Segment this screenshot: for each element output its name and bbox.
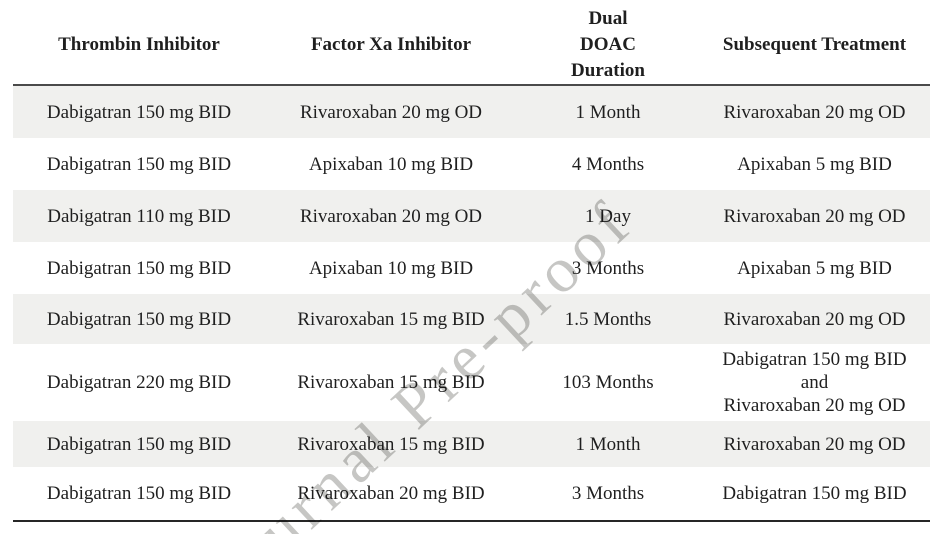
- cell-subsequent-treatment: Apixaban 5 mg BID: [737, 257, 892, 279]
- table-row: Dabigatran 150 mg BID Apixaban 10 mg BID…: [13, 138, 930, 190]
- table-body: Dabigatran 150 mg BID Rivaroxaban 20 mg …: [13, 85, 930, 522]
- cell-dual-doac-duration: 1 Day: [517, 190, 699, 242]
- cell-subsequent-treatment: Dabigatran 150 mg BID and Rivaroxaban 20…: [722, 349, 907, 416]
- table-header: Thrombin Inhibitor Factor Xa Inhibitor D…: [13, 6, 930, 86]
- cell-dual-doac-duration: 4 Months: [571, 153, 645, 175]
- table-row: Dabigatran 150 mg BID Rivaroxaban 20 mg …: [13, 467, 930, 522]
- column-header-thrombin-inhibitor: Thrombin Inhibitor: [13, 6, 265, 86]
- cell-subsequent-treatment: Rivaroxaban 20 mg OD: [699, 190, 930, 242]
- cell-factor-xa-inhibitor: Apixaban 10 mg BID: [308, 153, 474, 175]
- cell-thrombin-inhibitor: Dabigatran 150 mg BID: [46, 257, 232, 279]
- header-row: Thrombin Inhibitor Factor Xa Inhibitor D…: [13, 6, 930, 86]
- cell-factor-xa-inhibitor: Rivaroxaban 15 mg BID: [265, 421, 517, 467]
- cell-dual-doac-duration: 3 Months: [517, 467, 699, 522]
- cell-thrombin-inhibitor: Dabigatran 150 mg BID: [13, 467, 265, 522]
- cell-dual-doac-duration: 1 Month: [517, 85, 699, 138]
- cell-dual-doac-duration: 3 Months: [571, 257, 645, 279]
- column-header-dual-doac-duration: Dual DOAC Duration: [517, 6, 699, 86]
- cell-thrombin-inhibitor: Dabigatran 150 mg BID: [13, 85, 265, 138]
- cell-thrombin-inhibitor: Dabigatran 150 mg BID: [46, 153, 232, 175]
- cell-factor-xa-inhibitor: Rivaroxaban 20 mg BID: [265, 467, 517, 522]
- doac-treatment-table: Thrombin Inhibitor Factor Xa Inhibitor D…: [13, 6, 930, 522]
- cell-thrombin-inhibitor: Dabigatran 150 mg BID: [13, 294, 265, 344]
- table-row: Dabigatran 150 mg BID Apixaban 10 mg BID…: [13, 242, 930, 294]
- table-row: Dabigatran 110 mg BID Rivaroxaban 20 mg …: [13, 190, 930, 242]
- cell-factor-xa-inhibitor: Rivaroxaban 15 mg BID: [297, 372, 485, 393]
- column-header-subsequent-treatment: Subsequent Treatment: [699, 6, 930, 86]
- cell-dual-doac-duration: 103 Months: [562, 372, 654, 393]
- cell-thrombin-inhibitor: Dabigatran 110 mg BID: [13, 190, 265, 242]
- cell-thrombin-inhibitor: Dabigatran 150 mg BID: [13, 421, 265, 467]
- cell-subsequent-treatment: Rivaroxaban 20 mg OD: [699, 294, 930, 344]
- column-header-factor-xa-inhibitor: Factor Xa Inhibitor: [265, 6, 517, 86]
- cell-dual-doac-duration: 1.5 Months: [517, 294, 699, 344]
- cell-thrombin-inhibitor: Dabigatran 220 mg BID: [46, 372, 232, 393]
- cell-factor-xa-inhibitor: Apixaban 10 mg BID: [308, 257, 474, 279]
- table-row: Dabigatran 150 mg BID Rivaroxaban 15 mg …: [13, 294, 930, 344]
- table-row: Dabigatran 150 mg BID Rivaroxaban 15 mg …: [13, 421, 930, 467]
- cell-subsequent-treatment: Rivaroxaban 20 mg OD: [699, 421, 930, 467]
- cell-factor-xa-inhibitor: Rivaroxaban 20 mg OD: [265, 190, 517, 242]
- table-row: Dabigatran 150 mg BID Rivaroxaban 20 mg …: [13, 85, 930, 138]
- cell-factor-xa-inhibitor: Rivaroxaban 20 mg OD: [265, 85, 517, 138]
- table-row: Dabigatran 220 mg BID Rivaroxaban 15 mg …: [13, 344, 930, 421]
- cell-dual-doac-duration: 1 Month: [517, 421, 699, 467]
- cell-subsequent-treatment: Dabigatran 150 mg BID: [699, 467, 930, 522]
- cell-subsequent-treatment: Apixaban 5 mg BID: [737, 153, 892, 175]
- cell-factor-xa-inhibitor: Rivaroxaban 15 mg BID: [265, 294, 517, 344]
- cell-subsequent-treatment: Rivaroxaban 20 mg OD: [699, 85, 930, 138]
